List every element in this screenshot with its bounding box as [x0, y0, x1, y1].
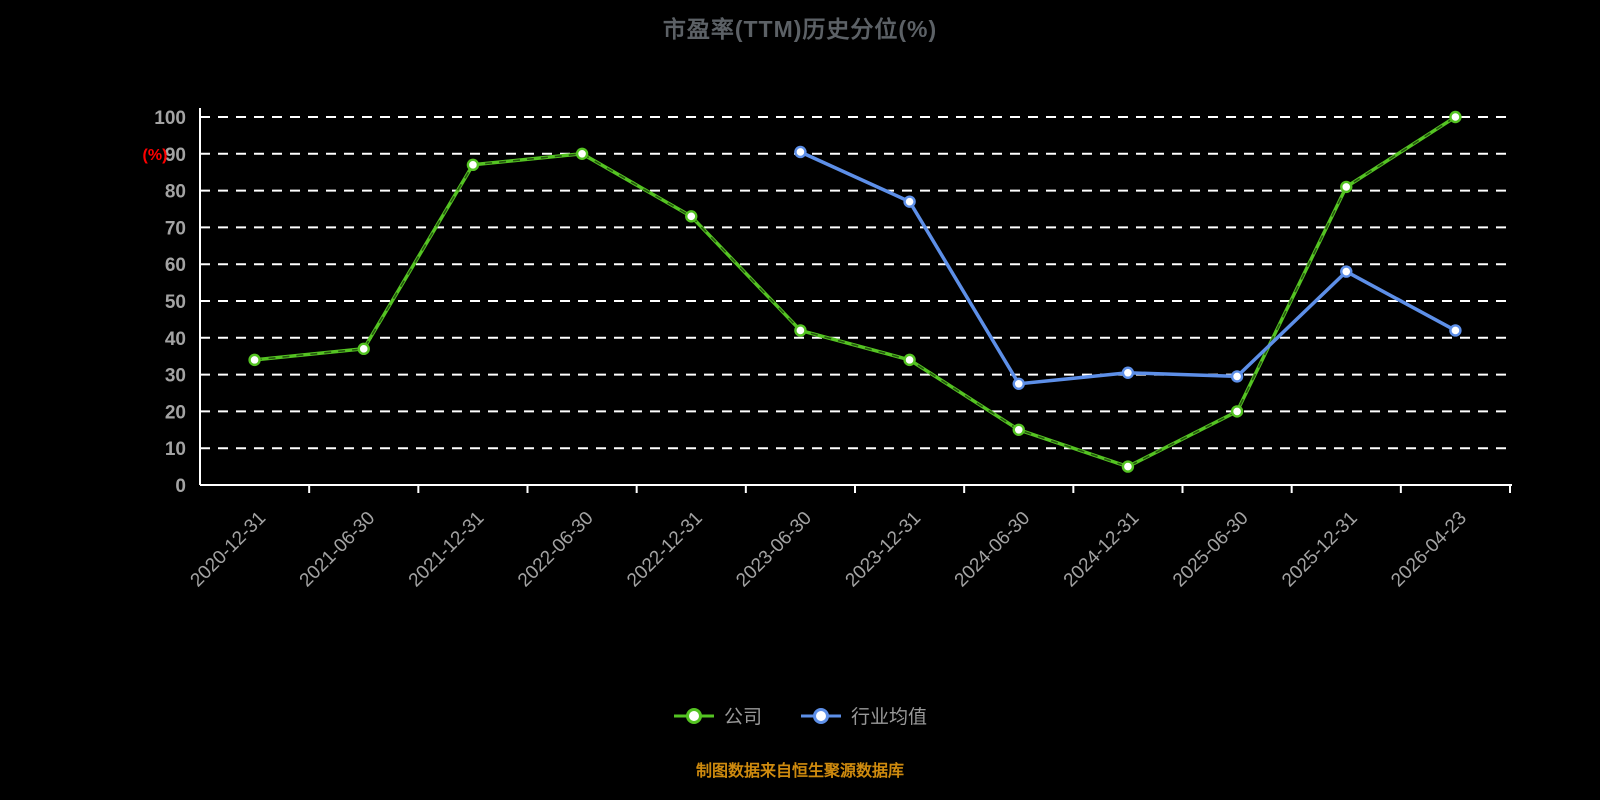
- data-point-company: [685, 210, 698, 223]
- legend-label-industry: 行业均值: [851, 707, 928, 728]
- y-tick-label: 40: [165, 329, 186, 350]
- data-point-company: [903, 353, 916, 367]
- data-point-company: [1012, 423, 1025, 436]
- data-point-industry: [794, 145, 807, 159]
- x-tick-label: 2025-06-30: [1169, 508, 1253, 592]
- data-point-industry: [1012, 377, 1025, 390]
- x-tick-label: 2023-12-31: [842, 508, 926, 592]
- data-point-industry: [1230, 370, 1244, 383]
- series-line-industry: [798, 150, 1458, 386]
- data-point-industry: [1449, 324, 1462, 337]
- data-point-company: [357, 342, 370, 356]
- data-point-industry: [1121, 366, 1135, 379]
- x-tick-label: 2021-12-31: [405, 508, 489, 592]
- legend-marker-industry: [801, 707, 841, 724]
- y-tick-label: 10: [165, 439, 186, 460]
- x-tick-label: 2021-06-30: [296, 508, 380, 592]
- legend: 公司 行业均值: [0, 702, 1600, 729]
- y-tick-label: 60: [165, 255, 186, 276]
- legend-marker-company: [673, 707, 714, 724]
- series-line-company: [252, 115, 1458, 469]
- data-point-company: [794, 324, 807, 337]
- y-tick-label: 90: [165, 145, 186, 166]
- data-point-industry: [1340, 265, 1353, 278]
- x-tick-label: 2024-06-30: [951, 508, 1035, 592]
- legend-label-company: 公司: [723, 707, 762, 728]
- y-tick-label: 30: [165, 366, 186, 387]
- x-tick-label: 2022-12-31: [623, 508, 707, 592]
- data-point-company: [248, 353, 261, 367]
- data-point-company: [575, 147, 589, 161]
- x-tick-label: 2023-06-30: [732, 508, 816, 592]
- x-tick-label: 2022-06-30: [514, 508, 598, 592]
- data-point-company: [466, 158, 480, 172]
- data-point-industry: [903, 195, 916, 208]
- y-tick-label: 100: [154, 108, 186, 129]
- legend-item-company[interactable]: 公司: [673, 702, 762, 729]
- legend-item-industry[interactable]: 行业均值: [800, 702, 927, 729]
- y-tick-label: 50: [165, 292, 186, 313]
- x-tick-label: 2024-12-31: [1060, 508, 1144, 592]
- series-line-dashed-overlay: [254, 116, 1456, 468]
- y-tick-label: 20: [165, 402, 186, 423]
- x-tick-label: 2025-12-31: [1278, 508, 1362, 592]
- y-tick-label: 0: [175, 476, 186, 497]
- data-point-company: [1449, 110, 1462, 124]
- chart-title: 市盈率(TTM)历史分位(%): [662, 16, 938, 42]
- data-source-note: 制图数据来自恒生聚源数据库: [695, 763, 904, 780]
- y-tick-label: 80: [165, 182, 186, 203]
- y-tick-label: 70: [165, 218, 186, 239]
- x-tick-label: 2026-04-23: [1387, 508, 1471, 592]
- data-point-company: [1340, 180, 1353, 194]
- data-point-company: [1121, 460, 1135, 473]
- data-point-company: [1230, 405, 1244, 418]
- x-tick-label: 2020-12-31: [187, 508, 271, 592]
- y-axis-unit-label: (%): [143, 147, 168, 164]
